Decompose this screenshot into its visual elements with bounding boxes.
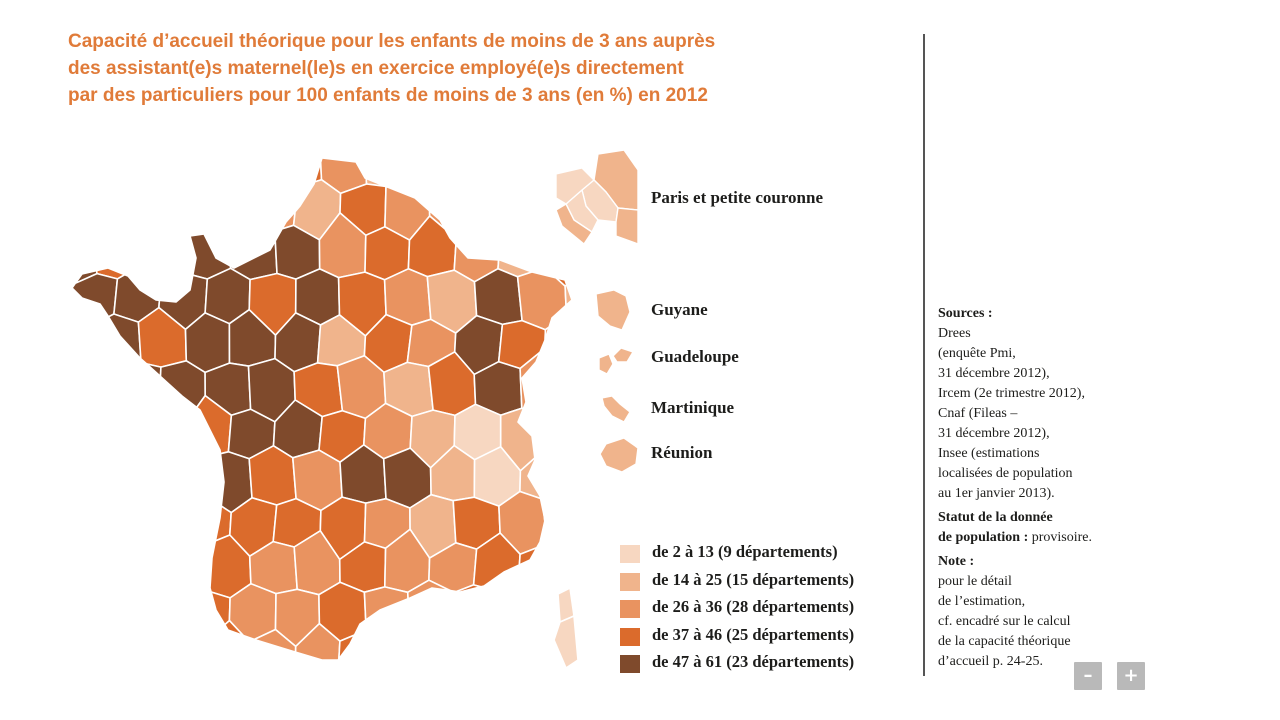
department: [541, 498, 546, 522]
zoom-in-button[interactable]: +: [1117, 662, 1145, 690]
inset-region: [555, 167, 596, 205]
sources-line: 31 décembre 2012),: [938, 426, 1050, 441]
title-line: Capacité d’accueil théorique pour les en…: [68, 31, 716, 52]
statut-label: de population :: [938, 530, 1029, 545]
note-line: cf. encadré sur le calcul: [938, 614, 1071, 629]
inset-region: [598, 353, 614, 375]
department: [544, 326, 550, 341]
sources-panel: Sources : Drees (enquête Pmi, 31 décembr…: [938, 304, 1138, 672]
note-line: de l’estimation,: [938, 594, 1026, 609]
department: [519, 457, 542, 500]
vertical-divider: [923, 34, 925, 676]
department: [294, 622, 341, 661]
department: [406, 579, 452, 600]
sources-line: au 1er janvier 2013).: [938, 486, 1055, 501]
legend-label: de 47 à 61 (23 départements): [652, 652, 855, 671]
legend-label: de 26 à 36 (28 départements): [652, 597, 855, 616]
statut-value: provisoire.: [1031, 530, 1093, 545]
legend-swatch: [620, 627, 640, 646]
title-line: par des particuliers pour 100 enfants de…: [68, 85, 708, 106]
legend-swatch: [620, 545, 640, 563]
paris-label: Paris et petite couronne: [651, 188, 824, 207]
department: [107, 313, 142, 360]
france-choropleth-map: [71, 157, 579, 669]
note-line: de la capacité théorique: [938, 634, 1071, 649]
guadeloupe-label: Guadeloupe: [651, 347, 739, 366]
department: [564, 284, 573, 307]
department: [159, 360, 206, 409]
sources-line: localisées de population: [938, 466, 1073, 481]
inset-region: [555, 203, 593, 246]
note-line: d’accueil p. 24-25.: [938, 654, 1043, 669]
sources-heading: Sources :: [938, 306, 993, 321]
legend-swatch: [620, 600, 640, 618]
statut-heading: Statut de la donnée: [938, 510, 1053, 525]
martinique-inset-map: [601, 395, 631, 423]
martinique-label: Martinique: [651, 398, 735, 417]
department: [519, 351, 541, 410]
guyane-inset-map: [595, 290, 631, 331]
note-heading: Note :: [938, 554, 975, 569]
department: [338, 629, 367, 660]
map-title: Capacité d’accueil théorique pour les en…: [68, 28, 828, 109]
legend-label: de 37 à 46 (25 départements): [652, 624, 855, 644]
reunion-label: Réunion: [651, 443, 713, 462]
title-line: des assistant(e)s maternel(le)s en exerc…: [68, 58, 684, 79]
inset-region: [595, 290, 631, 331]
sources-line: (enquête Pmi,: [938, 346, 1016, 361]
reunion-inset-map: [600, 438, 639, 473]
department: [224, 619, 245, 637]
paris-inset-map: [555, 150, 639, 246]
legend-swatch: [620, 572, 640, 591]
inset-region: [615, 207, 639, 245]
sources-line: Drees: [938, 326, 971, 341]
department: [455, 584, 482, 593]
departments-layer: [71, 157, 579, 669]
sources-line: Cnaf (Fileas –: [938, 406, 1018, 421]
zoom-out-button[interactable]: –: [1074, 662, 1102, 690]
guadeloupe-inset-map: [598, 347, 635, 375]
guyane-label: Guyane: [651, 300, 708, 319]
inset-region: [612, 347, 635, 363]
note-line: pour le détail: [938, 574, 1012, 589]
legend-label: de 14 à 25 (15 départements): [652, 569, 855, 589]
sources-line: 31 décembre 2012),: [938, 366, 1050, 381]
statut-line: de population : provisoire.: [938, 528, 1138, 548]
legend-label: de 2 à 13 (9 départements): [652, 542, 838, 561]
department: [518, 546, 538, 566]
inset-region: [601, 395, 631, 423]
department: [363, 586, 409, 621]
department-corsica: [553, 615, 579, 669]
inset-region: [600, 438, 639, 473]
sources-line: Ircem (2e trimestre 2012),: [938, 386, 1085, 401]
department: [210, 591, 231, 626]
department: [473, 267, 523, 326]
department: [516, 271, 567, 331]
department: [497, 319, 547, 370]
legend-swatch: [620, 655, 640, 673]
department: [248, 445, 297, 506]
sources-line: Insee (estimations: [938, 446, 1040, 461]
